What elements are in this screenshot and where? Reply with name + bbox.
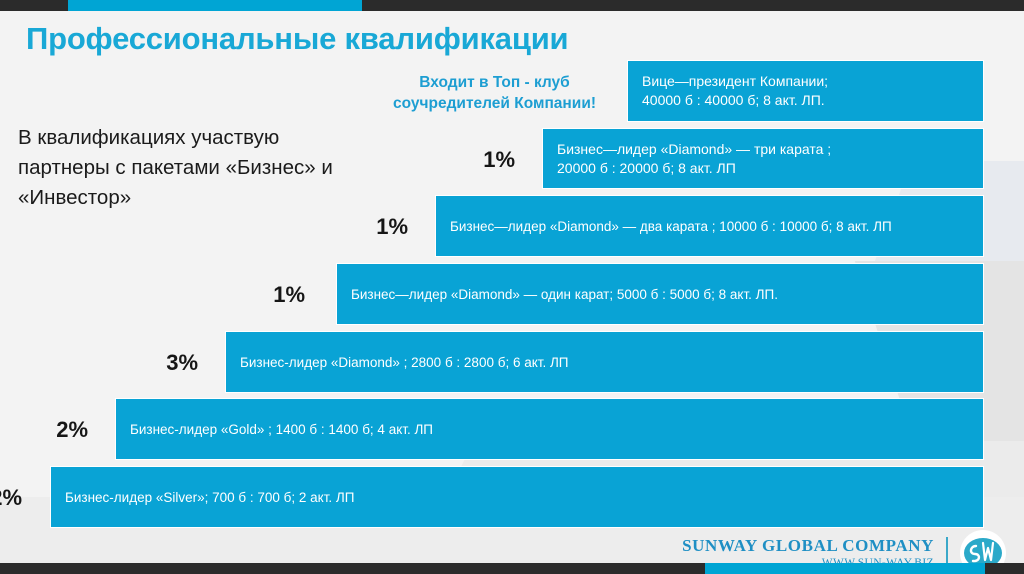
step-label: Бизнес—лидер «Diamond» — три карата ; 20…: [557, 140, 832, 176]
step-label: Бизнес-лидер «Gold» ; 1400 б : 1400 б; 4…: [130, 421, 434, 437]
footer-text-block: SUNWAY GLOBAL COMPANY WWW.SUN-WAY.BIZ: [682, 537, 948, 563]
lead-paragraph: В квалификациях участвую партнеры с паке…: [18, 126, 333, 209]
step-diamond-two-carats[interactable]: Бизнес—лидер «Diamond» — два карата ; 10…: [435, 195, 984, 257]
page-title: Профессиональные квалификации: [26, 21, 569, 56]
step-label: Бизнес-лидер «Silver»; 700 б : 700 б; 2 …: [65, 489, 355, 505]
step-label: Бизнес—лидер «Diamond» — один карат; 500…: [351, 286, 778, 302]
footer-branding: SUNWAY GLOBAL COMPANY WWW.SUN-WAY.BIZ: [682, 530, 1006, 563]
step-percent-diamond: 3%: [166, 350, 198, 375]
sunway-logo-icon: [960, 530, 1006, 563]
step-percent-diamond-two-carats: 1%: [376, 214, 408, 239]
step-percent-silver: 2%: [0, 485, 22, 510]
top-chrome-accent: [68, 0, 362, 11]
brand-name: SUNWAY GLOBAL COMPANY: [682, 536, 934, 556]
step-percent-gold: 2%: [56, 417, 88, 442]
step-gold[interactable]: Бизнес-лидер «Gold» ; 1400 б : 1400 б; 4…: [115, 398, 984, 460]
top-club-callout: Входит в Топ - клуб соучредителей Компан…: [392, 74, 597, 112]
bottom-chrome-accent: [705, 563, 985, 574]
step-diamond-one-carat[interactable]: Бизнес—лидер «Diamond» — один карат; 500…: [336, 263, 984, 325]
top-chrome-bar: [0, 0, 1024, 11]
step-vice-president[interactable]: Вице—президент Компании; 40000 б : 40000…: [627, 60, 984, 122]
step-diamond-three-carats[interactable]: Бизнес—лидер «Diamond» — три карата ; 20…: [542, 128, 984, 189]
step-percent-diamond-one-carat: 1%: [273, 282, 305, 307]
step-silver[interactable]: Бизнес-лидер «Silver»; 700 б : 700 б; 2 …: [50, 466, 984, 528]
step-label: Бизнес—лидер «Diamond» — два карата ; 10…: [450, 218, 892, 234]
step-diamond[interactable]: Бизнес-лидер «Diamond» ; 2800 б : 2800 б…: [225, 331, 984, 393]
step-percent-diamond-three-carats: 1%: [483, 147, 515, 172]
step-label: Бизнес-лидер «Diamond» ; 2800 б : 2800 б…: [240, 354, 569, 370]
slide-body: Профессиональные квалификации В квалифик…: [0, 11, 1024, 563]
step-label: Вице—президент Компании; 40000 б : 40000…: [642, 73, 829, 108]
bottom-chrome-bar: [0, 563, 1024, 574]
